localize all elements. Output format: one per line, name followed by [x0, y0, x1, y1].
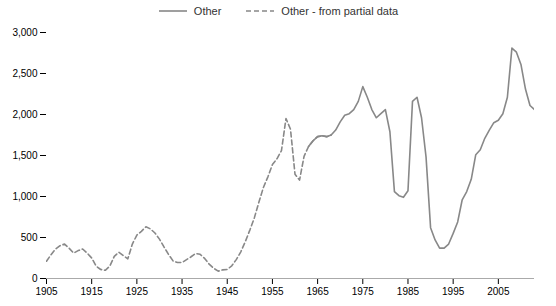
svg-text:1935: 1935: [171, 286, 194, 297]
svg-text:1,500: 1,500: [12, 150, 37, 161]
html-text:Other: Other: [193, 5, 222, 17]
svg-text:1985: 1985: [397, 286, 420, 297]
svg-text:1955: 1955: [261, 286, 284, 297]
svg-text:0: 0: [32, 273, 38, 284]
svg-text:2,500: 2,500: [12, 68, 37, 79]
svg-text:3,000: 3,000: [12, 27, 37, 38]
svg-text:2,000: 2,000: [12, 109, 37, 120]
svg-text:1945: 1945: [216, 286, 239, 297]
svg-text:1905: 1905: [35, 286, 58, 297]
svg-text:1,000: 1,000: [12, 191, 37, 202]
svg-text:500: 500: [21, 232, 38, 243]
svg-text:1965: 1965: [306, 286, 329, 297]
html-text:Other - from partial data: Other - from partial data: [281, 5, 399, 17]
svg-text:1995: 1995: [442, 286, 465, 297]
svg-text:1925: 1925: [126, 286, 149, 297]
svg-text:2005: 2005: [487, 286, 510, 297]
svg-text:1915: 1915: [81, 286, 104, 297]
svg-text:1975: 1975: [352, 286, 375, 297]
